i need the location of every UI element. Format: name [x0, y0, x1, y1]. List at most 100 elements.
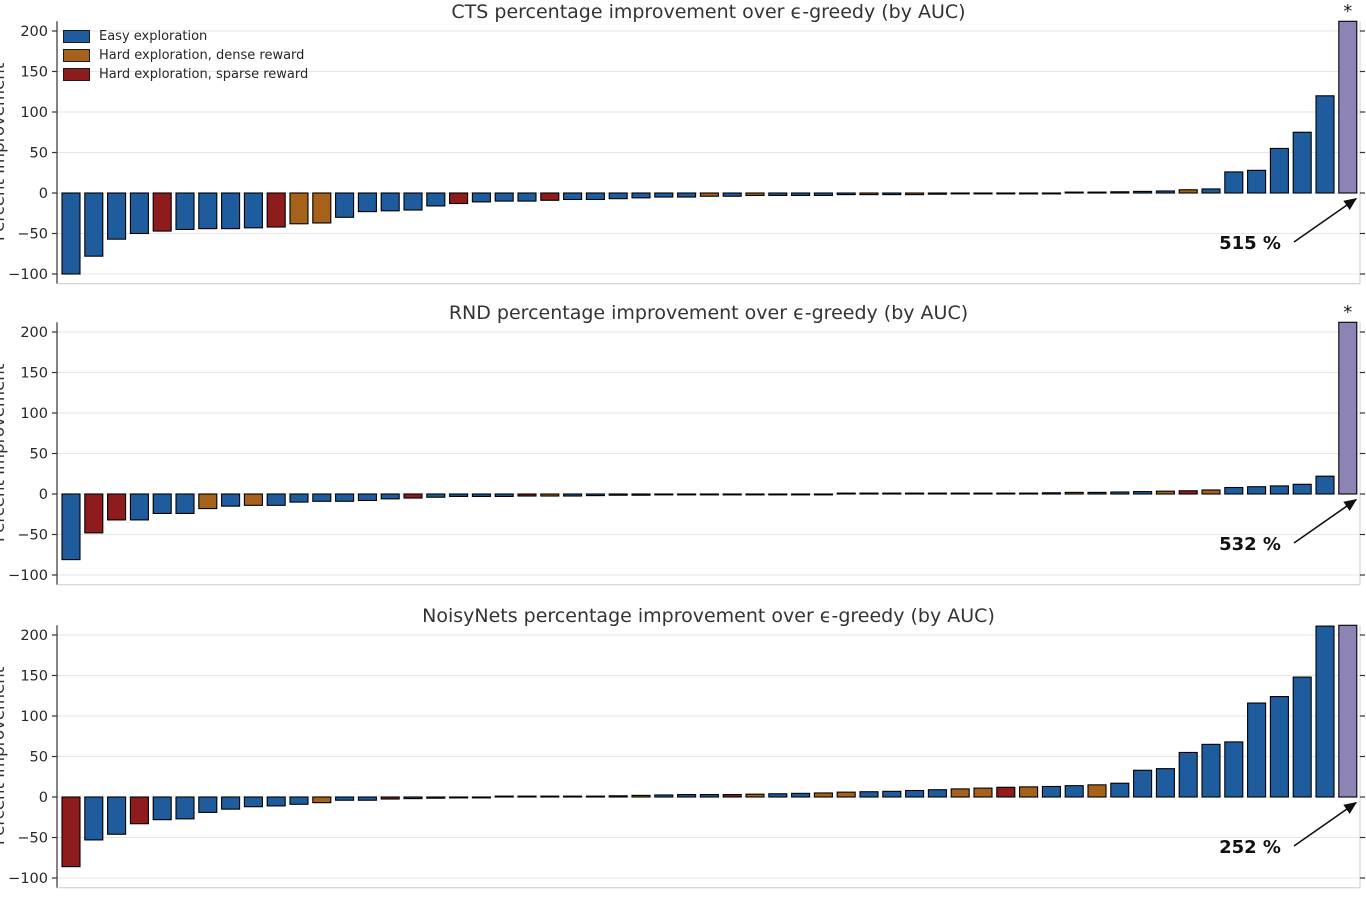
y-tick-label: −50 [17, 528, 48, 544]
bar [813, 792, 833, 798]
bar [449, 493, 469, 497]
bar [129, 493, 149, 521]
bar [1178, 490, 1198, 495]
bar [1155, 190, 1175, 194]
bar [243, 192, 263, 229]
bar [631, 493, 651, 496]
bar [61, 493, 81, 561]
bar [403, 796, 423, 800]
bar [198, 796, 218, 813]
chart-panel-noisynets: NoisyNets percentage improvement over ϵ-… [0, 604, 1366, 900]
bar [905, 192, 925, 196]
bar [677, 493, 697, 496]
outlier-annotation: 252 % [1219, 837, 1281, 858]
bars [61, 321, 1358, 561]
bar [722, 192, 742, 197]
bar [1064, 491, 1084, 495]
y-tick-label: 50 [30, 146, 48, 162]
bars [61, 624, 1358, 868]
bar [699, 794, 719, 798]
bar [380, 192, 400, 212]
bar [836, 192, 856, 196]
bar [905, 789, 925, 798]
rnd-bar-plot: −100 −50 0 50 100 150 200 Percent Improvement * [0, 302, 1365, 586]
legend-item-easy: Easy exploration [63, 27, 308, 46]
bar-outlier [1338, 321, 1358, 495]
bar [1247, 486, 1267, 495]
bar [335, 192, 355, 218]
bar [585, 192, 605, 201]
bar [1041, 785, 1061, 798]
bar [312, 796, 332, 804]
bar [426, 796, 446, 799]
y-tick-label: −100 [8, 267, 48, 283]
bar [494, 493, 514, 497]
bar [449, 796, 469, 799]
bar [1315, 475, 1335, 495]
bar [1064, 785, 1084, 798]
bar [335, 493, 355, 502]
y-tick-label: 150 [20, 366, 48, 382]
bar [84, 493, 104, 534]
bar [449, 192, 469, 205]
bar [107, 796, 127, 835]
y-tick-label: 0 [39, 790, 48, 806]
bar-outlier [1338, 20, 1358, 194]
bar-outlier [1338, 624, 1358, 798]
chart-panel-rnd: RND percentage improvement over ϵ-greedy… [0, 301, 1366, 597]
bar [312, 493, 332, 502]
bar [243, 493, 263, 506]
bar [905, 492, 925, 495]
bar [517, 493, 537, 497]
bar [996, 492, 1016, 495]
bar [1041, 492, 1061, 495]
bar [927, 789, 947, 798]
bar [1110, 191, 1130, 194]
bar [152, 192, 172, 232]
bar [1315, 625, 1335, 798]
bar [1247, 702, 1267, 798]
bar [882, 192, 902, 196]
bar [129, 192, 149, 235]
bar [813, 493, 833, 496]
bar [471, 493, 491, 497]
bar [107, 493, 127, 521]
bar [563, 795, 583, 798]
y-tick-label: 0 [39, 186, 48, 202]
gridlines [57, 634, 1360, 879]
y-tick-label: 0 [39, 487, 48, 503]
bar [563, 192, 583, 201]
bar [996, 192, 1016, 195]
bar [563, 493, 583, 497]
bar [1224, 741, 1244, 798]
bar [266, 796, 286, 807]
bar [1201, 743, 1221, 798]
bar [426, 192, 446, 207]
bar [859, 791, 879, 798]
y-tick-label: 150 [20, 669, 48, 685]
bar [107, 192, 127, 240]
bar [927, 492, 947, 495]
bar [357, 796, 377, 801]
bar [654, 794, 674, 798]
legend-label: Hard exploration, sparse reward [99, 67, 309, 82]
bar [1292, 131, 1312, 194]
bar [722, 493, 742, 496]
bar [175, 796, 195, 820]
y-tick-label: 50 [30, 447, 48, 463]
bar [266, 493, 286, 506]
bar [471, 796, 491, 799]
bar [745, 793, 765, 798]
y-tick-label: −100 [8, 568, 48, 584]
bar [1292, 676, 1312, 798]
y-tick-label: −50 [17, 831, 48, 847]
legend-label: Hard exploration, dense reward [99, 48, 305, 63]
bar [791, 192, 811, 196]
bar [927, 192, 947, 195]
bar [1133, 491, 1153, 495]
bar [357, 192, 377, 213]
bar [859, 192, 879, 196]
bar [1041, 192, 1061, 195]
legend-item-dense: Hard exploration, dense reward [63, 46, 308, 65]
bar [1315, 95, 1335, 194]
